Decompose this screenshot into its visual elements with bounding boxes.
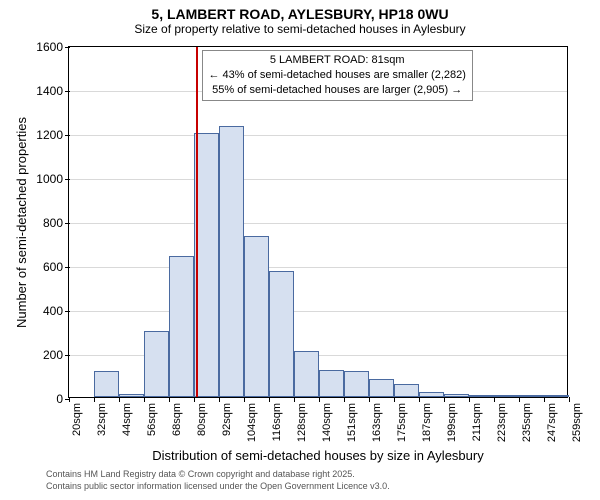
chart-subtitle: Size of property relative to semi-detach… [0, 22, 600, 42]
histogram-bar [169, 256, 194, 397]
y-tick: 600 [43, 260, 69, 274]
x-tick-label: 187sqm [421, 403, 433, 442]
histogram-bar [344, 371, 369, 397]
y-tick: 1600 [36, 40, 69, 54]
plot-area: 0200400600800100012001400160020sqm32sqm4… [68, 46, 568, 398]
gridline [69, 179, 567, 180]
x-tick-label: 247sqm [546, 403, 558, 442]
x-tick-label: 92sqm [221, 403, 233, 436]
histogram-bar [119, 394, 144, 397]
x-tick-label: 235sqm [521, 403, 533, 442]
x-tickmark [219, 397, 220, 402]
histogram-bar [444, 394, 469, 397]
x-tick-label: 211sqm [471, 403, 483, 441]
y-axis-label-wrap: Number of semi-detached properties [14, 46, 29, 398]
histogram-bar [369, 379, 394, 397]
footer-line-2: Contains public sector information licen… [46, 481, 390, 493]
annotation-line: 55% of semi-detached houses are larger (… [209, 83, 466, 98]
x-tickmark [69, 397, 70, 402]
annotation-box: 5 LAMBERT ROAD: 81sqm← 43% of semi-detac… [202, 50, 473, 101]
x-tickmark [269, 397, 270, 402]
x-tickmark [419, 397, 420, 402]
histogram-bar [494, 395, 519, 397]
y-tick: 1200 [36, 128, 69, 142]
x-tickmark [444, 397, 445, 402]
y-tick: 400 [43, 304, 69, 318]
x-tickmark [519, 397, 520, 402]
x-tickmark [319, 397, 320, 402]
x-tickmark [194, 397, 195, 402]
x-tickmark [369, 397, 370, 402]
x-tickmark [119, 397, 120, 402]
x-tick-label: 128sqm [296, 403, 308, 442]
y-tick: 1400 [36, 84, 69, 98]
x-tickmark [169, 397, 170, 402]
x-tick-label: 223sqm [496, 403, 508, 442]
gridline [69, 267, 567, 268]
histogram-bar [94, 371, 119, 397]
x-tick-label: 104sqm [246, 403, 258, 442]
x-tick-label: 175sqm [396, 403, 408, 442]
histogram-bar [294, 351, 319, 397]
chart-area: 0200400600800100012001400160020sqm32sqm4… [68, 46, 568, 398]
x-tickmark [469, 397, 470, 402]
x-tick-label: 151sqm [346, 403, 358, 442]
footer-line-1: Contains HM Land Registry data © Crown c… [46, 469, 390, 481]
gridline [69, 223, 567, 224]
y-axis-label: Number of semi-detached properties [14, 117, 29, 328]
annotation-line: ← 43% of semi-detached houses are smalle… [209, 68, 466, 83]
histogram-bar [194, 133, 219, 397]
x-tick-label: 68sqm [171, 403, 183, 436]
histogram-bar [419, 392, 444, 398]
x-tick-label: 140sqm [321, 403, 333, 442]
x-tick-label: 44sqm [121, 403, 133, 436]
annotation-line: 5 LAMBERT ROAD: 81sqm [209, 53, 466, 68]
histogram-bar [219, 126, 244, 397]
histogram-bar [394, 384, 419, 397]
x-tickmark [394, 397, 395, 402]
x-axis-label: Distribution of semi-detached houses by … [68, 448, 568, 463]
x-tickmark [244, 397, 245, 402]
x-tick-label: 56sqm [146, 403, 158, 436]
y-tick: 0 [56, 392, 69, 406]
histogram-bar [319, 370, 344, 398]
histogram-bar [269, 271, 294, 398]
x-tickmark [94, 397, 95, 402]
histogram-bar [144, 331, 169, 397]
x-tick-label: 116sqm [271, 403, 283, 441]
x-tickmark [544, 397, 545, 402]
marker-line [196, 47, 198, 397]
y-tick: 800 [43, 216, 69, 230]
x-tickmark [494, 397, 495, 402]
histogram-bar [519, 395, 544, 397]
histogram-bar [469, 395, 494, 397]
histogram-bar [244, 236, 269, 397]
chart-title: 5, LAMBERT ROAD, AYLESBURY, HP18 0WU [0, 0, 600, 22]
x-tickmark [294, 397, 295, 402]
gridline [69, 311, 567, 312]
x-tickmark [344, 397, 345, 402]
x-tick-label: 259sqm [571, 403, 583, 442]
x-tickmark [569, 397, 570, 402]
x-tick-label: 80sqm [196, 403, 208, 436]
gridline [69, 135, 567, 136]
histogram-bar [544, 395, 569, 397]
footer: Contains HM Land Registry data © Crown c… [46, 469, 390, 492]
x-tickmark [144, 397, 145, 402]
x-tick-label: 199sqm [446, 403, 458, 442]
x-tick-label: 32sqm [96, 403, 108, 436]
y-tick: 200 [43, 348, 69, 362]
x-tick-label: 20sqm [71, 403, 83, 436]
y-tick: 1000 [36, 172, 69, 186]
x-tick-label: 163sqm [371, 403, 383, 442]
